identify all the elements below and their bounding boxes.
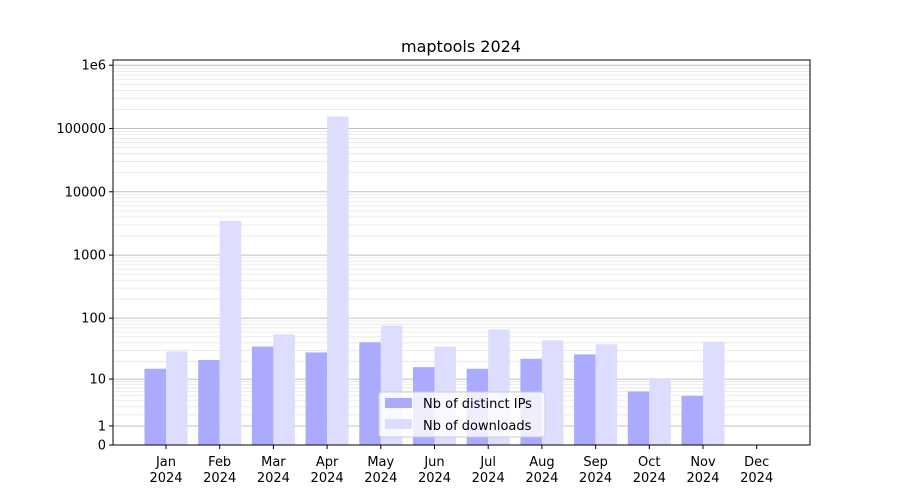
y-tick-label: 100: [81, 312, 106, 327]
x-tick-label-year: 2024: [203, 471, 236, 486]
legend-box: [378, 391, 546, 438]
x-tick-label-month: May: [367, 455, 394, 470]
x-tick-label-month: Aug: [529, 455, 554, 470]
bar-distinct-ips: [144, 368, 166, 445]
x-tick-label-year: 2024: [257, 471, 290, 486]
x-tick-label-year: 2024: [364, 471, 397, 486]
x-tick-label-year: 2024: [472, 471, 505, 486]
x-tick-label-month: Jan: [155, 455, 176, 470]
x-tick-label-month: Mar: [261, 455, 286, 470]
bar-distinct-ips: [574, 354, 596, 445]
x-tick-label-year: 2024: [418, 471, 451, 486]
x-tick-label-month: Feb: [208, 455, 231, 470]
y-tick-label: 1e6: [81, 59, 106, 74]
x-tick-label-year: 2024: [740, 471, 773, 486]
y-tick-label: 1000: [73, 249, 106, 264]
bar-distinct-ips: [359, 342, 381, 445]
legend-label-ips: Nb of distinct IPs: [423, 397, 532, 412]
bar-distinct-ips: [251, 346, 274, 445]
axes-frame: [112, 59, 811, 446]
bar-downloads: [273, 334, 295, 445]
x-tick-label-month: Sep: [583, 455, 608, 470]
bar-downloads: [327, 116, 349, 445]
bar-downloads: [703, 341, 725, 445]
chart-title: maptools 2024: [401, 37, 521, 56]
y-tick-label: 10000: [65, 185, 106, 200]
bar-downloads: [541, 340, 564, 445]
bar-distinct-ips: [305, 352, 328, 445]
bar-downloads: [219, 220, 242, 445]
x-tick-label-month: Jul: [479, 455, 496, 470]
y-tick-label: 0: [98, 439, 106, 454]
x-tick-label-month: Jun: [423, 455, 444, 470]
legend-swatch-ips: [385, 398, 412, 408]
y-tick-label: 10: [89, 373, 106, 388]
x-tick-label-year: 2024: [579, 471, 612, 486]
y-axis: 0 1 10 100 1000 10000 100000 1e6: [56, 59, 113, 454]
x-tick-label-year: 2024: [525, 471, 558, 486]
bar-downloads: [595, 344, 618, 445]
x-tick-label-year: 2024: [311, 471, 344, 486]
bar-downloads: [166, 351, 188, 445]
legend-swatch-downloads: [385, 419, 412, 429]
bar-distinct-ips: [198, 360, 220, 445]
x-tick-label-month: Apr: [316, 455, 339, 470]
bar-distinct-ips: [681, 395, 703, 445]
x-tick-label-year: 2024: [149, 471, 182, 486]
x-tick-label-month: Dec: [744, 455, 769, 470]
bar-downloads: [649, 379, 671, 445]
y-tick-label: 100000: [56, 122, 106, 137]
y-tick-label: 1: [98, 419, 106, 434]
x-tick-label-year: 2024: [633, 471, 666, 486]
x-tick-label-year: 2024: [686, 471, 719, 486]
legend-label-downloads: Nb of downloads: [423, 419, 532, 434]
legend: Nb of distinct IPs Nb of downloads: [378, 391, 546, 438]
bar-distinct-ips: [627, 391, 650, 445]
x-tick-label-month: Oct: [638, 455, 660, 470]
x-axis: Jan2024Feb2024Mar2024Apr2024May2024Jun20…: [149, 445, 773, 486]
x-tick-label-month: Nov: [690, 455, 716, 470]
